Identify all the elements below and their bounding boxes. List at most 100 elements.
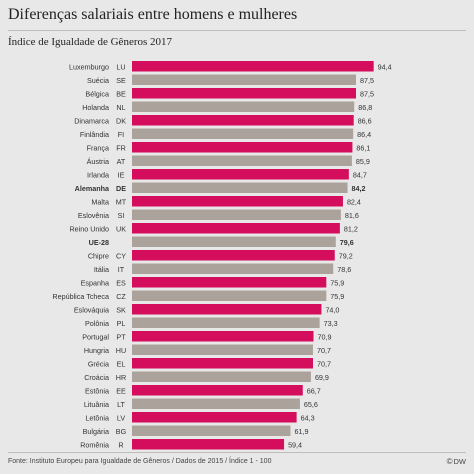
country-label-nl: Holanda	[82, 103, 109, 112]
country-code-pl: PL	[117, 319, 126, 328]
country-label-lt: Lituânia	[84, 400, 109, 409]
value-label-sk: 74,0	[325, 305, 339, 314]
bar-pl	[132, 317, 320, 328]
country-code-cz: CZ	[116, 292, 126, 301]
value-label-ie: 84,7	[353, 170, 367, 179]
value-label-fi: 86,4	[357, 130, 371, 139]
country-code-ie: IE	[118, 170, 125, 179]
value-label-lu: 94,4	[378, 62, 392, 71]
source-note: Fonte: Instituto Europeu para Igualdade …	[8, 458, 272, 465]
country-code-it: IT	[118, 265, 125, 274]
bar-at	[132, 155, 352, 166]
bar-be	[132, 88, 356, 99]
country-code-uk: UK	[116, 224, 126, 233]
country-code-r: R	[118, 440, 123, 449]
dw-logo: ©DW	[447, 457, 466, 466]
bar-mt	[132, 196, 343, 207]
bar-ie	[132, 169, 349, 180]
bar-fi	[132, 128, 354, 139]
country-label-uk: Reino Unido	[69, 224, 109, 233]
footer-divider	[8, 452, 466, 453]
country-label-pl: Polônia	[85, 319, 109, 328]
country-label-sk: Eslováquia	[74, 305, 109, 314]
country-label-bg: Bulgária	[83, 427, 109, 436]
bar-lv	[132, 412, 297, 423]
country-code-pt: PT	[116, 332, 126, 341]
country-label-se: Suécia	[87, 76, 109, 85]
chart-subtitle: Índice de Igualdade de Gêneros 2017	[8, 36, 173, 48]
country-code-dk: DK	[116, 116, 126, 125]
value-label-cy: 79,2	[339, 251, 353, 260]
bar-si	[132, 209, 341, 220]
country-label-fi: Finlândia	[80, 130, 109, 139]
bar-ee	[132, 385, 303, 396]
value-label-nl: 86,8	[358, 103, 372, 112]
country-code-cy: CY	[116, 251, 126, 260]
country-label-lv: Letônia	[85, 413, 109, 422]
country-code-de: DE	[116, 184, 126, 193]
country-code-el: EL	[117, 359, 126, 368]
country-label-dk: Dinamarca	[74, 116, 109, 125]
bar-se	[132, 74, 356, 85]
country-label-de: Alemanha	[75, 184, 110, 193]
value-label-ue-28: 79,6	[340, 238, 354, 247]
value-label-it: 78,6	[337, 265, 351, 274]
value-label-si: 81,6	[345, 211, 359, 220]
country-label-si: Eslovênia	[78, 211, 109, 220]
country-label-pt: Portugal	[82, 332, 109, 341]
country-code-sk: SK	[116, 305, 126, 314]
bar-uk	[132, 223, 340, 234]
country-label-hu: Hungria	[84, 346, 109, 355]
country-code-lv: LV	[117, 413, 125, 422]
country-code-hu: HU	[116, 346, 126, 355]
bar-cy	[132, 250, 335, 261]
title-divider	[8, 30, 466, 31]
bar-hr	[132, 371, 311, 382]
country-code-se: SE	[116, 76, 126, 85]
country-label-fr: França	[87, 143, 109, 152]
bar-lu	[132, 61, 374, 72]
country-label-ue-28: UE-28	[89, 238, 109, 247]
bar-ue-28	[132, 236, 336, 247]
value-label-lt: 65,6	[304, 400, 318, 409]
value-label-el: 70,7	[317, 359, 331, 368]
country-code-lt: LT	[117, 400, 125, 409]
logo-circle-icon: ©	[446, 457, 453, 466]
country-code-nl: NL	[116, 103, 125, 112]
chart-title: Diferenças salariais entre homens e mulh…	[8, 6, 298, 23]
country-label-cz: República Tcheca	[52, 292, 109, 301]
country-label-r: Romênia	[80, 440, 109, 449]
country-label-cy: Chipre	[88, 251, 109, 260]
country-code-at: AT	[117, 157, 126, 166]
country-label-es: Espanha	[81, 278, 109, 287]
country-label-at: Áustria	[87, 157, 109, 166]
country-label-it: Itália	[94, 265, 109, 274]
bar-es	[132, 277, 327, 288]
value-label-pl: 73,3	[324, 319, 338, 328]
value-label-cz: 75,9	[330, 292, 344, 301]
country-code-mt: MT	[116, 197, 127, 206]
bar-dk	[132, 115, 354, 126]
country-label-el: Grécia	[88, 359, 109, 368]
bar-bg	[132, 425, 291, 436]
country-label-hr: Croácia	[84, 373, 109, 382]
value-label-ee: 66,7	[307, 386, 321, 395]
country-code-fr: FR	[116, 143, 126, 152]
value-label-bg: 61,9	[294, 427, 308, 436]
country-label-ie: Irlanda	[87, 170, 109, 179]
value-label-r: 59,4	[288, 440, 302, 449]
bar-nl	[132, 101, 355, 112]
value-label-fr: 86,1	[356, 143, 370, 152]
bar-de	[132, 182, 348, 193]
country-code-ee: EE	[116, 386, 126, 395]
country-label-mt: Malta	[91, 197, 109, 206]
country-code-es: ES	[116, 278, 126, 287]
bar-lt	[132, 398, 300, 409]
value-label-es: 75,9	[330, 278, 344, 287]
bar-hu	[132, 344, 313, 355]
bar-sk	[132, 304, 322, 315]
country-code-fi: FI	[118, 130, 124, 139]
country-label-lu: Luxemburgo	[69, 62, 109, 71]
value-label-dk: 86,6	[358, 116, 372, 125]
country-label-ee: Estônia	[85, 386, 109, 395]
